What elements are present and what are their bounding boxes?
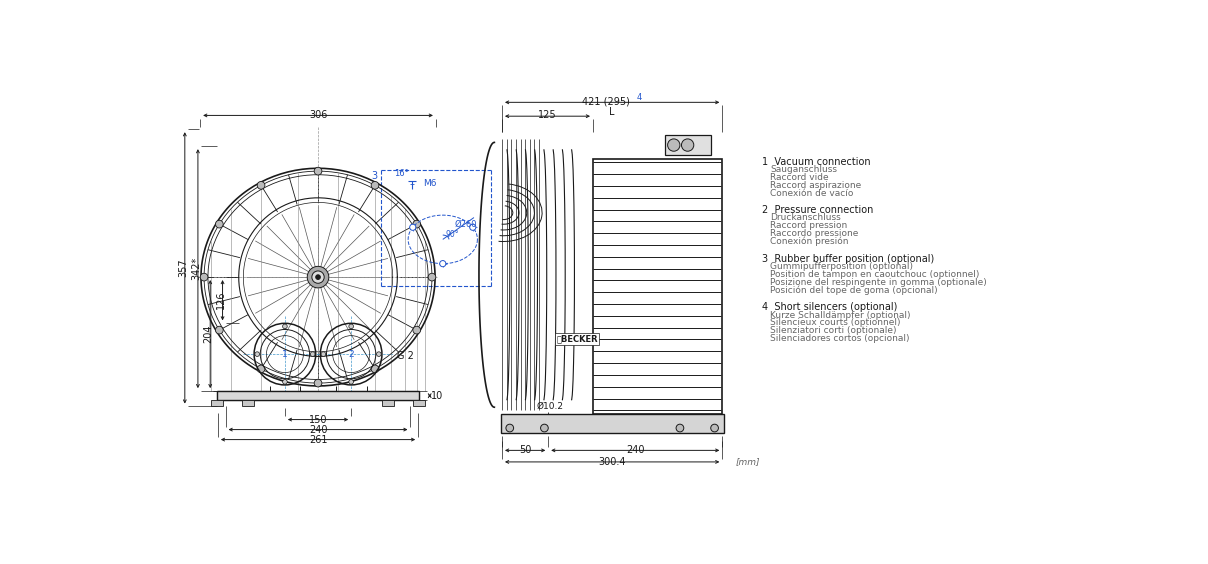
Text: Silenziatori corti (optionale): Silenziatori corti (optionale) [769,326,896,335]
Text: Druckanschluss: Druckanschluss [769,214,841,222]
Text: 10: 10 [431,391,443,400]
Circle shape [310,352,315,356]
Circle shape [668,139,680,151]
Text: Conexión presión: Conexión presión [769,237,848,246]
Bar [593,158,722,414]
Text: Raccordo pressione: Raccordo pressione [769,229,859,238]
Text: Posizione del respingente in gomma (optionale): Posizione del respingente in gomma (opti… [769,277,987,287]
Circle shape [307,266,329,288]
Text: M6: M6 [423,179,436,188]
Bar [211,400,223,407]
Text: Raccord aspirazione: Raccord aspirazione [769,180,861,190]
Text: 261: 261 [309,435,327,444]
Bar [556,333,599,345]
Text: 421 (295): 421 (295) [582,96,629,107]
Text: 2  Pressure connection: 2 Pressure connection [762,205,873,215]
Circle shape [215,221,223,228]
Bar [382,400,394,407]
Text: Raccord pression: Raccord pression [769,221,847,230]
Circle shape [681,139,693,151]
Circle shape [676,424,684,432]
Text: 50: 50 [519,446,532,455]
Text: 1: 1 [281,350,288,359]
Circle shape [377,352,382,356]
Bar [413,400,425,407]
Text: Raccord vide: Raccord vide [769,173,829,182]
Circle shape [201,274,208,281]
Circle shape [257,365,265,373]
Text: 3  Rubber buffer position (optional): 3 Rubber buffer position (optional) [762,254,935,263]
Bar [242,400,254,407]
Bar [664,135,710,155]
Text: [mm]: [mm] [736,457,761,466]
Circle shape [314,379,321,387]
Text: Silenciadores cortos (opcional): Silenciadores cortos (opcional) [769,334,910,343]
Bar [217,391,419,400]
Text: Gummipufferposition (optional): Gummipufferposition (optional) [769,262,913,271]
Circle shape [312,271,324,283]
Text: 126: 126 [216,291,226,310]
Circle shape [371,182,379,189]
Text: 125: 125 [539,111,557,121]
Text: Sauganschluss: Sauganschluss [769,165,837,174]
Circle shape [410,224,416,230]
Text: 300.4: 300.4 [598,457,626,467]
Text: 90°: 90° [446,230,459,239]
Circle shape [470,224,476,230]
Text: Conexión de vacío: Conexión de vacío [769,188,853,197]
Text: Kurze Schalldämpfer (optional): Kurze Schalldämpfer (optional) [769,311,911,319]
Text: Posición del tope de goma (opcional): Posición del tope de goma (opcional) [769,285,937,295]
Circle shape [349,324,354,329]
Circle shape [257,182,265,189]
Text: 342*: 342* [191,257,202,280]
Text: Position de tampon en caoutchouc (optionnel): Position de tampon en caoutchouc (option… [769,270,980,279]
Text: L: L [609,107,615,117]
Circle shape [428,274,436,281]
Text: 357: 357 [179,258,188,277]
Text: 240: 240 [626,446,645,455]
Text: 16°: 16° [394,169,408,178]
Circle shape [413,326,420,334]
Circle shape [710,424,719,432]
Circle shape [440,261,446,267]
Text: Silencieux courts (optionnel): Silencieux courts (optionnel) [769,318,900,327]
Circle shape [255,352,260,356]
Text: 204: 204 [204,325,214,343]
Text: G 2: G 2 [397,351,414,360]
Text: 4  Short silencers (optional): 4 Short silencers (optional) [762,302,898,312]
Text: Ø260: Ø260 [455,220,477,229]
Text: 306: 306 [309,109,327,120]
Circle shape [283,324,288,329]
Text: 1  Vacuum connection: 1 Vacuum connection [762,157,871,166]
Text: 4: 4 [637,93,641,102]
Circle shape [314,168,321,175]
Bar [500,414,724,433]
Circle shape [506,424,513,432]
Circle shape [315,275,320,279]
Text: 240: 240 [309,425,327,435]
Circle shape [321,352,326,356]
Text: 3: 3 [371,171,377,181]
Circle shape [349,380,354,384]
Circle shape [215,326,223,334]
Circle shape [283,380,288,384]
Text: 2: 2 [348,350,354,359]
Text: Ø10.2: Ø10.2 [536,402,563,411]
Text: 150: 150 [309,415,327,425]
Text: ⒷBECKER: ⒷBECKER [556,334,598,343]
Circle shape [413,221,420,228]
Circle shape [371,365,379,373]
Circle shape [540,424,548,432]
